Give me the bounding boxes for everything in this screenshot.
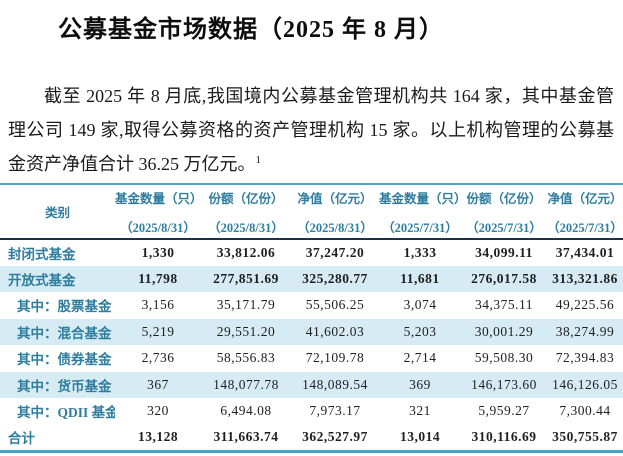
cell-value: 276,017.58 — [471, 270, 537, 286]
header-category: 类别 — [44, 206, 70, 220]
row-label: 其中：QDII 基金 — [17, 405, 115, 421]
cell-value: 313,321.86 — [552, 270, 618, 286]
cell-value: 34,375.11 — [475, 297, 533, 313]
intro-text: 截至 2025 年 8 月底,我国境内公募基金管理机构共 164 家，其中基金管… — [8, 86, 614, 174]
cell-value: 34,099.11 — [475, 244, 533, 260]
cell-value: 1,333 — [403, 244, 437, 260]
table-header-row: 类别 基金数量（只） （2025/8/31） 份额（亿份） （2025/8/31… — [0, 184, 623, 239]
cell-value: 38,274.99 — [555, 323, 615, 339]
header-label: 份额（亿份） — [208, 191, 284, 206]
row-label: 合计 — [8, 431, 35, 446]
row-label: 封闭式基金 — [8, 246, 76, 262]
cell-value: 13,014 — [399, 429, 441, 444]
cell-value: 29,551.20 — [216, 323, 276, 339]
header-label: 净值（亿元） — [547, 191, 623, 206]
row-label: 其中：货币基金 — [17, 378, 112, 394]
header-fund-count-jul: 基金数量（只） （2025/7/31） — [379, 184, 467, 239]
cell-value: 3,156 — [141, 297, 175, 313]
header-date: （2025/8/31） — [120, 220, 196, 235]
cell-value: 146,126.05 — [552, 376, 618, 392]
cell-value: 277,851.69 — [213, 270, 279, 286]
cell-value: 7,973.17 — [309, 403, 361, 419]
cell-value: 37,247.20 — [305, 244, 365, 260]
cell-value: 30,001.29 — [474, 323, 534, 339]
table-row-total: 合计 13,128 311,663.74 362,527.97 13,014 3… — [0, 425, 623, 452]
row-label: 其中：股票基金 — [17, 299, 112, 315]
cell-value: 41,602.03 — [305, 323, 365, 339]
cell-value: 35,171.79 — [216, 297, 276, 313]
cell-value: 59,508.30 — [474, 350, 534, 366]
header-label: 净值（亿元） — [297, 191, 373, 206]
cell-value: 148,077.78 — [213, 376, 279, 392]
cell-value: 146,173.60 — [471, 376, 537, 392]
cell-value: 11,681 — [400, 270, 440, 286]
cell-value: 11,798 — [138, 270, 178, 286]
header-label: 基金数量（只） — [115, 191, 203, 206]
table-row-equity-funds: 其中：股票基金 3,156 35,171.79 55,506.25 3,074 … — [0, 292, 623, 319]
cell-value: 350,755.87 — [552, 429, 618, 444]
cell-value: 72,394.83 — [555, 350, 615, 366]
header-label: 份额（亿份） — [466, 191, 542, 206]
cell-value: 2,736 — [141, 350, 175, 366]
header-nav-jul: 净值（亿元） （2025/7/31） — [547, 184, 623, 239]
cell-value: 148,089.54 — [302, 376, 368, 392]
cell-value: 325,280.77 — [302, 270, 368, 286]
cell-value: 7,300.44 — [559, 403, 611, 419]
row-label: 开放式基金 — [8, 272, 76, 288]
footnote-marker: 1 — [255, 154, 262, 166]
header-fund-count-aug: 基金数量（只） （2025/8/31） — [115, 184, 203, 239]
row-label: 其中：混合基金 — [17, 325, 112, 341]
cell-value: 320 — [147, 403, 169, 419]
header-nav-aug: 净值（亿元） （2025/8/31） — [291, 184, 379, 239]
cell-value: 5,959.27 — [478, 403, 530, 419]
header-date: （2025/8/31） — [297, 220, 373, 235]
cell-value: 311,663.74 — [213, 429, 279, 444]
table-row-money-market-funds: 其中：货币基金 367 148,077.78 148,089.54 369 14… — [0, 371, 623, 398]
header-date: （2025/7/31） — [466, 220, 542, 235]
cell-value: 13,128 — [137, 429, 179, 444]
cell-value: 33,812.06 — [216, 244, 276, 260]
cell-value: 6,494.08 — [220, 403, 272, 419]
table-row-open-end-funds: 开放式基金 11,798 277,851.69 325,280.77 11,68… — [0, 265, 623, 292]
cell-value: 72,109.78 — [305, 350, 365, 366]
document-title: 公募基金市场数据（2025 年 8 月） — [58, 17, 444, 43]
cell-value: 369 — [409, 376, 431, 392]
cell-value: 1,330 — [141, 244, 175, 260]
row-label: 其中：债券基金 — [17, 352, 112, 368]
cell-value: 367 — [147, 376, 169, 392]
table-row-hybrid-funds: 其中：混合基金 5,219 29,551.20 41,602.03 5,203 … — [0, 318, 623, 345]
cell-value: 5,219 — [141, 323, 175, 339]
cell-value: 55,506.25 — [305, 297, 365, 313]
header-date: （2025/7/31） — [547, 220, 623, 235]
cell-value: 5,203 — [403, 323, 437, 339]
cell-value: 310,116.69 — [471, 429, 537, 444]
fund-data-table: 类别 基金数量（只） （2025/8/31） 份额（亿份） （2025/8/31… — [0, 183, 623, 453]
cell-value: 58,556.83 — [216, 350, 276, 366]
cell-value: 321 — [409, 403, 431, 419]
header-shares-aug: 份额（亿份） （2025/8/31） — [201, 184, 291, 239]
table-row-bond-funds: 其中：债券基金 2,736 58,556.83 72,109.78 2,714 … — [0, 345, 623, 372]
header-date: （2025/8/31） — [208, 220, 284, 235]
cell-value: 362,527.97 — [302, 429, 368, 444]
header-label: 基金数量（只） — [379, 191, 467, 206]
intro-paragraph: 截至 2025 年 8 月底,我国境内公募基金管理机构共 164 家，其中基金管… — [8, 79, 614, 181]
cell-value: 2,714 — [403, 350, 437, 366]
table-row-qdii-funds: 其中：QDII 基金 320 6,494.08 7,973.17 321 5,9… — [0, 398, 623, 425]
cell-value: 3,074 — [403, 297, 437, 313]
header-date: （2025/7/31） — [382, 220, 458, 235]
table-row-closed-end-funds: 封闭式基金 1,330 33,812.06 37,247.20 1,333 34… — [0, 239, 623, 266]
cell-value: 49,225.56 — [555, 297, 615, 313]
cell-value: 37,434.01 — [555, 244, 615, 260]
header-shares-jul: 份额（亿份） （2025/7/31） — [461, 184, 547, 239]
